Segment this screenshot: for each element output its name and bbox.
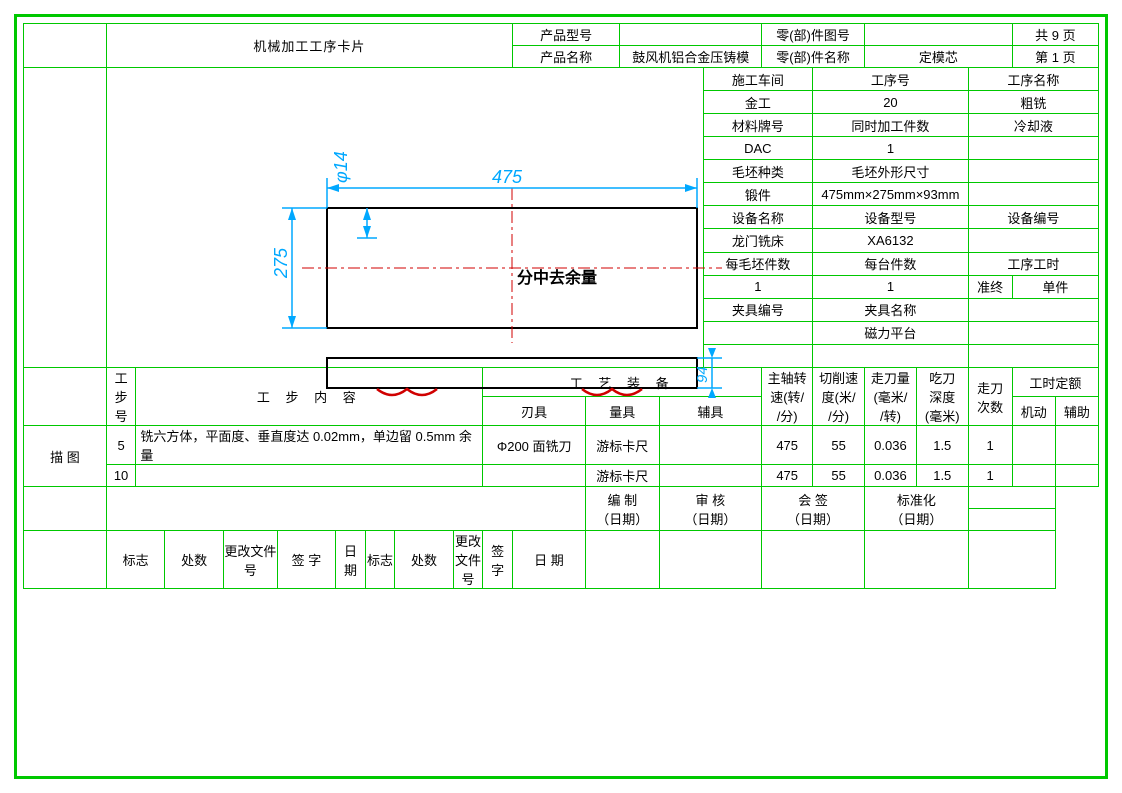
left-margin-describe: 描 图 bbox=[24, 426, 107, 487]
step-0-at bbox=[1055, 426, 1098, 465]
chg-std-val bbox=[865, 531, 969, 589]
chg-sign2: 签字 bbox=[483, 531, 513, 589]
rb-r2b: 20 bbox=[813, 91, 968, 114]
rb-r10c2: 单件 bbox=[1012, 275, 1098, 298]
step-0-no: 5 bbox=[106, 426, 136, 465]
step-1-feed: 0.036 bbox=[865, 465, 917, 487]
approval-blank-r1 bbox=[968, 487, 1055, 509]
drawing-cell: 分中去余量 475 φ14 bbox=[106, 68, 703, 368]
rb-r4c bbox=[968, 137, 1098, 160]
card-title: 机械加工工序卡片 bbox=[106, 24, 512, 68]
rb-r12c bbox=[968, 321, 1098, 344]
step-1-mt bbox=[1012, 465, 1055, 487]
dim-475-text: 475 bbox=[492, 167, 523, 187]
step-1-spindle: 475 bbox=[762, 465, 813, 487]
rb-r13c bbox=[968, 344, 1098, 367]
step-1-at bbox=[1055, 465, 1098, 487]
dim-phi14-text: φ14 bbox=[331, 151, 351, 183]
approval-blank-r2 bbox=[968, 509, 1055, 531]
sign-compile: 编 制（日期） bbox=[586, 487, 660, 531]
rb-r1a: 施工车间 bbox=[703, 68, 813, 91]
chg-doc: 更改文件号 bbox=[223, 531, 277, 589]
dim-94-text: 94 bbox=[694, 366, 711, 383]
support-left bbox=[377, 389, 437, 395]
steps-hdr-time: 工时定额 bbox=[1012, 368, 1098, 397]
drawing-center-text: 分中去余量 bbox=[517, 268, 597, 287]
sign-review: 审 核（日期） bbox=[659, 487, 762, 531]
left-margin-blank3 bbox=[24, 531, 107, 589]
hdr-part-name-val: 定模芯 bbox=[865, 46, 1013, 68]
steps-hdr-mt: 机动 bbox=[1012, 397, 1055, 426]
step-1-content bbox=[136, 465, 483, 487]
rb-r3c: 冷却液 bbox=[968, 114, 1098, 137]
hdr-prod-model-val bbox=[620, 24, 762, 46]
process-card-table: 机械加工工序卡片 产品型号 零(部)件图号 共 9 页 产品名称 鼓风机铝合金压… bbox=[23, 23, 1099, 589]
rb-r9c: 工序工时 bbox=[968, 252, 1098, 275]
chg-doc2: 更改文件号 bbox=[453, 531, 483, 589]
sign-standardize: 标准化（日期） bbox=[865, 487, 969, 531]
rb-r3b: 同时加工件数 bbox=[813, 114, 968, 137]
part-lower-rect bbox=[327, 358, 697, 388]
chg-date2: 日 期 bbox=[512, 531, 585, 589]
chg-compile-val bbox=[586, 531, 660, 589]
left-margin-steps bbox=[24, 368, 107, 426]
rb-r11c bbox=[968, 298, 1098, 321]
left-margin-drawing bbox=[24, 68, 107, 368]
steps-hdr-feed: 走刀量(毫米//转) bbox=[865, 368, 917, 426]
chg-right-blank bbox=[968, 531, 1055, 589]
chg-count2: 处数 bbox=[395, 531, 454, 589]
step-1-passes: 1 bbox=[968, 465, 1012, 487]
rb-r3a: 材料牌号 bbox=[703, 114, 813, 137]
step-1-no: 10 bbox=[106, 465, 136, 487]
process-sketch: 分中去余量 475 φ14 bbox=[217, 143, 847, 443]
approval-blank-left bbox=[106, 487, 585, 531]
chg-mark2: 标志 bbox=[365, 531, 395, 589]
step-1-aux bbox=[659, 465, 762, 487]
step-1-cutspeed: 55 bbox=[813, 465, 865, 487]
chg-sign: 签 字 bbox=[277, 531, 336, 589]
chg-cs-val bbox=[762, 531, 865, 589]
dim-275-text: 275 bbox=[271, 247, 291, 279]
left-margin-blank2 bbox=[24, 487, 107, 531]
steps-hdr-at: 辅助 bbox=[1055, 397, 1098, 426]
chg-mark: 标志 bbox=[106, 531, 165, 589]
rb-r6c bbox=[968, 183, 1098, 206]
hdr-prod-name-lbl: 产品名称 bbox=[512, 46, 620, 68]
step-1-gauge: 游标卡尺 bbox=[586, 465, 660, 487]
rb-r7c: 设备编号 bbox=[968, 206, 1098, 229]
rb-r8c bbox=[968, 229, 1098, 252]
step-1-tool bbox=[483, 465, 586, 487]
rb-r1c: 工序名称 bbox=[968, 68, 1098, 91]
rb-r10c1: 准终 bbox=[968, 275, 1012, 298]
step-1-depth: 1.5 bbox=[916, 465, 968, 487]
rb-r5c bbox=[968, 160, 1098, 183]
steps-hdr-depth: 吃刀深度(毫米) bbox=[916, 368, 968, 426]
chg-review-val bbox=[659, 531, 762, 589]
hdr-page-no: 第 1 页 bbox=[1012, 46, 1098, 68]
header-left-blank bbox=[24, 24, 107, 68]
rb-r1b: 工序号 bbox=[813, 68, 968, 91]
hdr-part-draw-val bbox=[865, 24, 1013, 46]
sign-countersign: 会 签（日期） bbox=[762, 487, 865, 531]
hdr-prod-name-val: 鼓风机铝合金压铸模 bbox=[620, 46, 762, 68]
support-right bbox=[582, 389, 642, 395]
hdr-prod-model-lbl: 产品型号 bbox=[512, 24, 620, 46]
chg-count: 处数 bbox=[165, 531, 224, 589]
step-0-mt bbox=[1012, 426, 1055, 465]
hdr-part-draw-lbl: 零(部)件图号 bbox=[762, 24, 865, 46]
steps-hdr-no: 工步号 bbox=[106, 368, 136, 426]
step-0-depth: 1.5 bbox=[916, 426, 968, 465]
rb-r2a: 金工 bbox=[703, 91, 813, 114]
process-card-sheet: 机械加工工序卡片 产品型号 零(部)件图号 共 9 页 产品名称 鼓风机铝合金压… bbox=[0, 0, 1122, 793]
chg-date: 日 期 bbox=[336, 531, 366, 589]
hdr-total-pages: 共 9 页 bbox=[1012, 24, 1098, 46]
rb-r2c: 粗铣 bbox=[968, 91, 1098, 114]
step-0-feed: 0.036 bbox=[865, 426, 917, 465]
steps-hdr-passes: 走刀次数 bbox=[968, 368, 1012, 426]
hdr-part-name-lbl: 零(部)件名称 bbox=[762, 46, 865, 68]
step-0-passes: 1 bbox=[968, 426, 1012, 465]
